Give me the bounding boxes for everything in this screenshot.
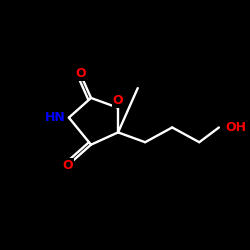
Text: O: O <box>76 67 86 80</box>
Text: O: O <box>113 94 124 108</box>
Text: O: O <box>62 159 73 172</box>
Text: HN: HN <box>45 111 66 124</box>
Text: OH: OH <box>225 121 246 134</box>
